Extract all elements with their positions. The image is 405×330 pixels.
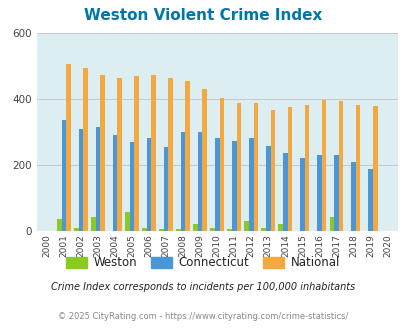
Bar bbox=[253, 103, 258, 231]
Bar bbox=[117, 78, 121, 231]
Bar bbox=[112, 135, 117, 231]
Bar bbox=[270, 110, 275, 231]
Bar bbox=[78, 129, 83, 231]
Bar bbox=[151, 75, 156, 231]
Bar bbox=[333, 155, 338, 231]
Bar bbox=[163, 147, 168, 231]
Bar bbox=[180, 132, 185, 231]
Bar bbox=[62, 120, 66, 231]
Bar bbox=[231, 141, 236, 231]
Text: © 2025 CityRating.com - https://www.cityrating.com/crime-statistics/: © 2025 CityRating.com - https://www.city… bbox=[58, 312, 347, 321]
Bar bbox=[91, 217, 95, 231]
Bar bbox=[210, 228, 214, 231]
Bar bbox=[202, 89, 207, 231]
Bar bbox=[316, 155, 321, 231]
Bar bbox=[83, 68, 87, 231]
Text: Weston Violent Crime Index: Weston Violent Crime Index bbox=[83, 8, 322, 23]
Bar bbox=[129, 142, 134, 231]
Bar bbox=[287, 107, 292, 231]
Bar bbox=[214, 138, 219, 231]
Bar bbox=[176, 229, 180, 231]
Bar bbox=[100, 75, 104, 231]
Bar bbox=[372, 106, 377, 231]
Bar bbox=[142, 228, 146, 231]
Bar bbox=[338, 101, 343, 231]
Text: Crime Index corresponds to incidents per 100,000 inhabitants: Crime Index corresponds to incidents per… bbox=[51, 282, 354, 292]
Bar bbox=[66, 64, 70, 231]
Bar bbox=[244, 221, 248, 231]
Bar bbox=[185, 81, 190, 231]
Bar bbox=[197, 132, 202, 231]
Bar bbox=[193, 224, 197, 231]
Bar bbox=[74, 228, 78, 231]
Bar bbox=[278, 224, 282, 231]
Bar bbox=[299, 158, 304, 231]
Bar bbox=[57, 219, 62, 231]
Bar bbox=[168, 78, 173, 231]
Bar bbox=[146, 138, 151, 231]
Bar bbox=[134, 76, 139, 231]
Bar bbox=[367, 169, 372, 231]
Bar bbox=[304, 105, 309, 231]
Bar bbox=[236, 103, 241, 231]
Bar bbox=[265, 146, 270, 231]
Bar bbox=[95, 127, 100, 231]
Bar bbox=[350, 162, 355, 231]
Bar bbox=[321, 100, 326, 231]
Bar bbox=[219, 98, 224, 231]
Bar bbox=[355, 105, 360, 231]
Legend: Weston, Connecticut, National: Weston, Connecticut, National bbox=[61, 252, 344, 274]
Bar bbox=[261, 228, 265, 231]
Bar bbox=[159, 229, 163, 231]
Bar bbox=[248, 138, 253, 231]
Bar bbox=[329, 217, 333, 231]
Bar bbox=[227, 229, 231, 231]
Bar bbox=[282, 153, 287, 231]
Bar bbox=[125, 212, 129, 231]
